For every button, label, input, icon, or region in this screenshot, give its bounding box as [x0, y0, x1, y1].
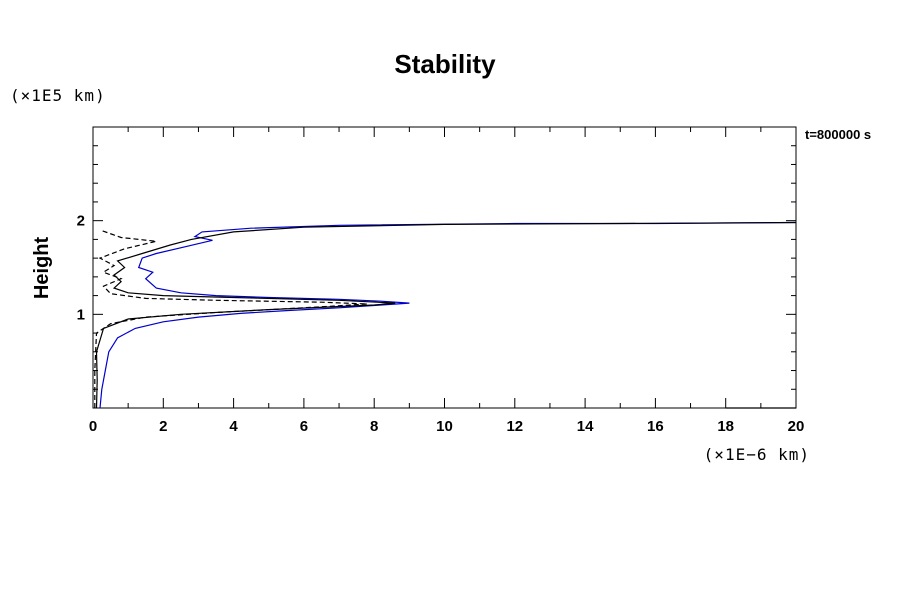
chart-title: Stability — [394, 49, 496, 79]
x-tick-label: 8 — [370, 418, 378, 435]
y-axis-label: Height — [31, 237, 53, 300]
y-tick-label: 1 — [77, 306, 85, 323]
x-tick-label: 0 — [89, 418, 97, 435]
series-line-1 — [99, 221, 797, 409]
x-tick-label: 12 — [506, 418, 523, 435]
x-tick-label: 16 — [647, 418, 664, 435]
x-tick-label: 14 — [577, 418, 594, 435]
x-tick-label: 10 — [436, 418, 453, 435]
x-unit-label: (×1E−6 km) — [704, 445, 810, 464]
x-tick-label: 2 — [159, 418, 167, 435]
time-label: t=800000 s — [805, 127, 871, 142]
axis-ticks — [92, 126, 797, 409]
series-line-3 — [94, 229, 368, 408]
x-tick-label: 18 — [717, 418, 734, 435]
series-line-2 — [95, 221, 797, 409]
plot-frame — [92, 126, 797, 409]
x-tick-label: 4 — [229, 418, 238, 435]
y-tick-label: 2 — [77, 213, 85, 230]
x-tick-label: 20 — [788, 418, 805, 435]
y-unit-label: (×1E5 km) — [10, 86, 106, 105]
x-tick-label: 6 — [300, 418, 308, 435]
series-layer — [94, 221, 797, 409]
